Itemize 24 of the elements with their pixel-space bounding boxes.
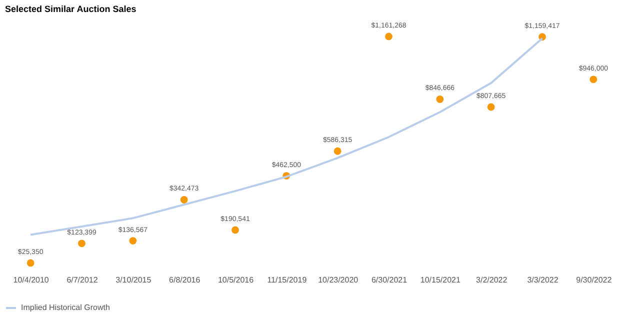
point <box>334 147 342 155</box>
point <box>232 226 239 234</box>
x-tick-label: 3/2/2022 <box>476 276 508 284</box>
chart-title: Selected Similar Auction Sales <box>5 4 136 14</box>
x-tick-label: 10/23/2020 <box>318 276 359 284</box>
point <box>487 103 495 111</box>
x-tick-label: 9/30/2022 <box>576 276 612 284</box>
x-tick-label: 3/3/2022 <box>527 276 559 284</box>
point <box>78 240 86 248</box>
x-tick-label: 10/4/2010 <box>13 276 50 284</box>
x-tick-label: 10/15/2021 <box>420 276 461 284</box>
legend-label: Implied Historical Growth <box>21 303 110 312</box>
point <box>180 196 188 204</box>
point <box>129 237 137 244</box>
x-tick-label: 3/10/2015 <box>116 276 152 284</box>
point <box>385 32 392 40</box>
x-tick-label: 10/5/2016 <box>218 276 254 284</box>
point <box>26 259 34 267</box>
x-tick-label: 6/8/2016 <box>169 276 201 284</box>
point <box>436 96 444 103</box>
x-tick-label: 11/15/2019 <box>267 276 308 284</box>
point <box>590 76 598 84</box>
x-tick-label: 6/30/2021 <box>371 276 408 284</box>
x-tick-label: 6/7/2012 <box>66 276 98 284</box>
